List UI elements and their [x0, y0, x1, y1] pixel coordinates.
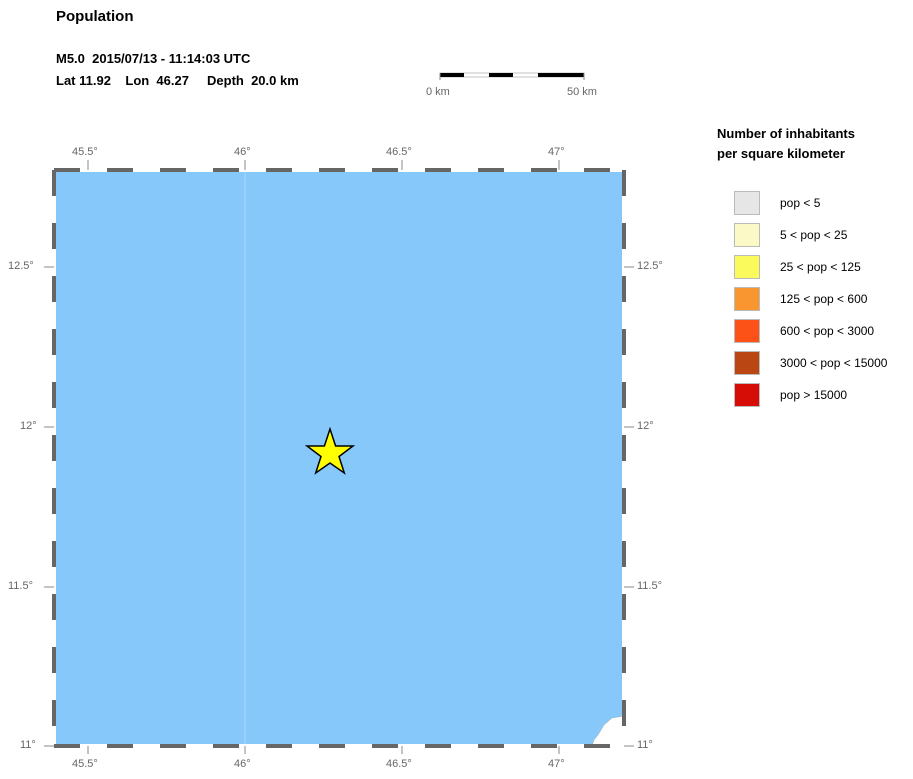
legend-title-line2: per square kilometer	[717, 146, 845, 161]
y-tick-left: 12°	[20, 420, 37, 432]
page-title: Population	[56, 8, 134, 25]
legend-label: 5 < pop < 25	[780, 228, 848, 242]
legend-label: 125 < pop < 600	[780, 292, 868, 306]
legend-item: 5 < pop < 25	[734, 222, 847, 248]
tick-marks	[44, 160, 634, 754]
event-info-line2: Lat 11.92 Lon 46.27 Depth 20.0 km	[56, 73, 299, 88]
y-tick-right: 12°	[637, 420, 654, 432]
legend-item: 3000 < pop < 15000	[734, 350, 887, 376]
frame-dashes	[52, 168, 626, 748]
legend-item: 600 < pop < 3000	[734, 318, 874, 344]
legend-swatch	[734, 383, 760, 407]
legend-label: pop > 15000	[780, 388, 848, 402]
y-tick-right: 11°	[637, 739, 653, 751]
x-tick-bottom: 46°	[234, 758, 251, 770]
legend-label: 25 < pop < 125	[780, 260, 861, 274]
legend-swatch	[734, 191, 760, 215]
legend-item: 25 < pop < 125	[734, 254, 861, 280]
legend-item: 125 < pop < 600	[734, 286, 867, 312]
y-tick-left: 12.5°	[8, 260, 34, 272]
legend-swatch	[734, 223, 760, 247]
legend-label: 600 < pop < 3000	[780, 324, 875, 338]
x-tick-bottom: 45.5°	[72, 758, 98, 770]
y-tick-left: 11.5°	[8, 580, 33, 592]
legend-swatch	[734, 287, 760, 311]
x-tick-top: 46°	[234, 146, 251, 158]
legend-label: pop < 5	[780, 196, 821, 210]
map[interactable]	[0, 0, 700, 779]
event-info-line1: M5.0 2015/07/13 - 11:14:03 UTC	[56, 51, 251, 66]
legend-item: pop > 15000	[734, 382, 847, 408]
x-tick-bottom: 47°	[548, 758, 565, 770]
y-tick-left: 11°	[20, 739, 36, 751]
legend-title-line1: Number of inhabitants	[717, 126, 855, 141]
legend-label: 3000 < pop < 15000	[780, 356, 888, 370]
x-tick-top: 47°	[548, 146, 565, 158]
legend-swatch	[734, 255, 760, 279]
x-tick-top: 45.5°	[72, 146, 98, 158]
legend-item: pop < 5	[734, 190, 820, 216]
legend-swatch	[734, 319, 760, 343]
scale-bar	[439, 72, 585, 80]
scale-end-label: 50 km	[567, 86, 597, 98]
epicenter-star-icon	[304, 426, 356, 475]
legend-title: Number of inhabitants per square kilomet…	[717, 124, 855, 164]
x-tick-bottom: 46.5°	[386, 758, 412, 770]
scale-start-label: 0 km	[426, 86, 450, 98]
legend-swatch	[734, 351, 760, 375]
x-tick-top: 46.5°	[386, 146, 412, 158]
y-tick-right: 11.5°	[637, 580, 662, 592]
y-tick-right: 12.5°	[637, 260, 663, 272]
